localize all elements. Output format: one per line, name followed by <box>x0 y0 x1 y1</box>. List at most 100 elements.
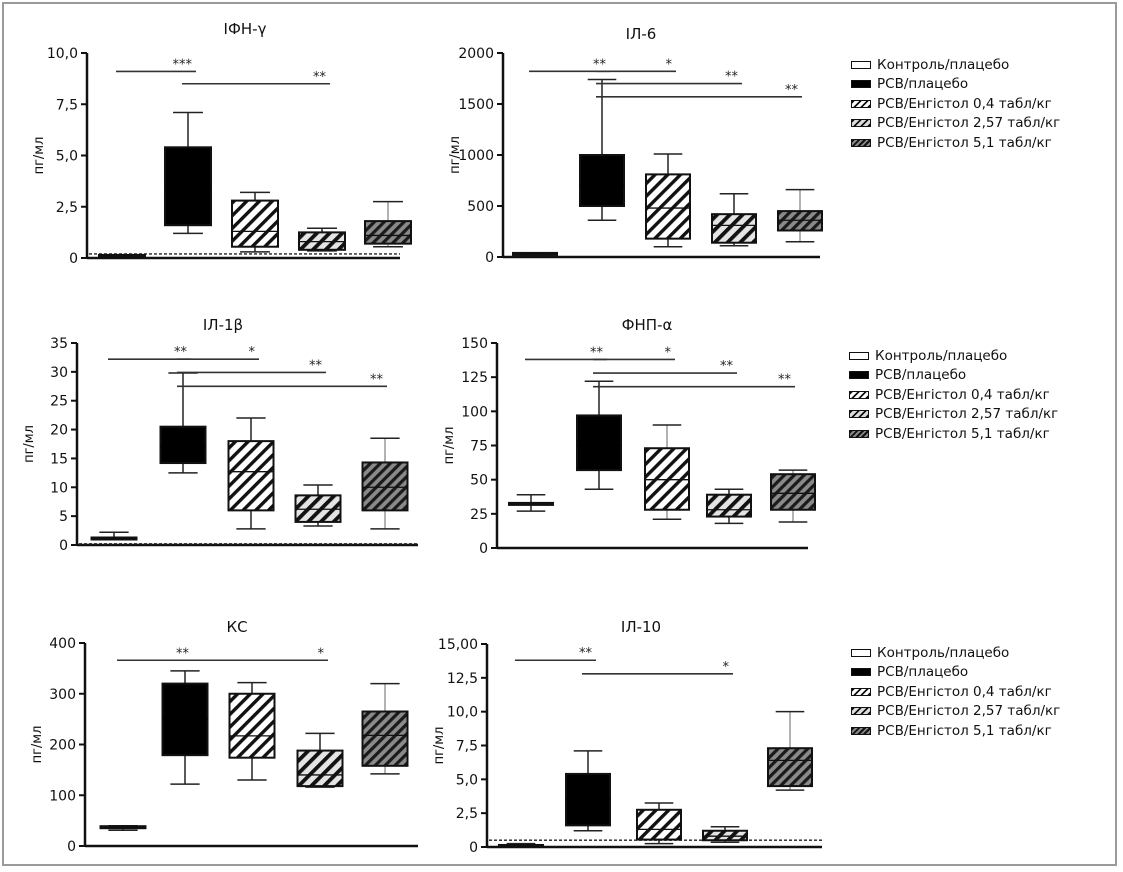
significance-label: ** <box>176 646 190 661</box>
panel-title: ІФН-γ <box>224 20 267 38</box>
box-engistol-0-4 <box>636 802 682 845</box>
box-engistol-2-57 <box>711 193 757 247</box>
legend-item: Контроль/плацебо <box>851 643 1060 663</box>
y-tick-label: 1000 <box>458 148 494 164</box>
legend-label: Контроль/плацебо <box>877 56 1010 73</box>
y-tick-label: 7,5 <box>456 739 478 755</box>
box-iqr <box>364 220 412 245</box>
box-control-placebo <box>99 824 147 832</box>
swatch-engistol-51 <box>851 726 871 735</box>
legend-item: РСВ/Енгістол 2,57 табл/кг <box>851 114 1060 134</box>
box-iqr <box>702 829 748 842</box>
box-rsv-placebo <box>576 380 622 490</box>
significance-label: * <box>249 345 256 360</box>
box-iqr <box>711 213 757 244</box>
swatch-engistol-04 <box>849 390 869 399</box>
panel-title: ІЛ-1β <box>203 316 243 334</box>
box-iqr <box>579 154 625 207</box>
y-tick-label: 2,5 <box>456 806 478 822</box>
box-control-placebo <box>512 251 558 256</box>
significance-label: * <box>666 57 673 72</box>
box-engistol-5-1 <box>767 710 813 791</box>
y-tick-label: 100 <box>461 404 488 420</box>
box-iqr <box>636 808 682 841</box>
legend-label: РСВ/плацебо <box>877 76 969 93</box>
y-axis-label: пг/мл <box>32 137 47 175</box>
box-rsv-placebo <box>159 372 207 474</box>
y-axis-label: пг/мл <box>448 136 463 174</box>
box-iqr <box>576 414 622 472</box>
swatch-control <box>851 60 871 69</box>
y-tick-label: 5 <box>59 509 68 525</box>
swatch-control <box>851 648 871 657</box>
y-tick-label: 400 <box>49 636 76 652</box>
box-engistol-0-4 <box>227 417 275 530</box>
y-tick-label: 1500 <box>458 97 494 113</box>
significance-label: * <box>318 646 325 661</box>
box-iqr <box>644 447 690 511</box>
legend-label: РСВ/плацебо <box>875 367 967 384</box>
box-engistol-5-1 <box>364 200 412 248</box>
y-tick-label: 25 <box>470 507 488 523</box>
swatch-engistol-257 <box>849 410 869 419</box>
box-rsv-placebo <box>565 750 611 832</box>
legend-label: РСВ/Енгістол 0,4 табл/кг <box>877 683 1052 700</box>
y-tick-label: 15,00 <box>438 637 478 653</box>
y-tick-label: 150 <box>461 336 488 352</box>
y-tick-label: 300 <box>49 687 76 703</box>
significance-label: ** <box>590 345 604 360</box>
y-axis-label: пг/мл <box>22 425 37 463</box>
significance-label: *** <box>173 57 193 72</box>
y-tick-label: 15 <box>50 451 68 467</box>
box-rsv-placebo <box>579 78 625 222</box>
legend-top: Контроль/плацебо РСВ/плацебо РСВ/Енгісто… <box>851 55 1060 153</box>
significance-label: ** <box>593 57 607 72</box>
y-tick-label: 200 <box>49 738 76 754</box>
box-engistol-5-1 <box>777 188 823 243</box>
swatch-rsv <box>851 80 871 89</box>
box-engistol-0-4 <box>228 681 276 781</box>
box-engistol-0-4 <box>645 153 691 248</box>
box-rsv-placebo <box>164 111 212 235</box>
y-axis-label: пг/мл <box>30 726 45 764</box>
y-tick-label: 12,5 <box>447 671 478 687</box>
y-tick-label: 0 <box>479 541 488 557</box>
y-tick-label: 50 <box>470 473 488 489</box>
box-iqr <box>770 473 816 511</box>
y-tick-label: 10 <box>50 480 68 496</box>
y-tick-label: 2000 <box>458 46 494 62</box>
swatch-engistol-257 <box>851 707 871 716</box>
box-control-placebo <box>90 531 138 541</box>
legend-label: РСВ/Енгістол 5,1 табл/кг <box>877 134 1052 151</box>
legend-item: Контроль/плацебо <box>851 55 1060 75</box>
box-engistol-2-57 <box>702 825 748 844</box>
legend-label: Контроль/плацебо <box>875 347 1008 364</box>
box-control-placebo <box>98 253 146 258</box>
legend-label: РСВ/Енгістол 0,4 табл/кг <box>875 386 1050 403</box>
box-engistol-5-1 <box>770 469 816 523</box>
significance-label: ** <box>785 83 799 98</box>
y-tick-label: 0 <box>485 250 494 266</box>
legend-item: РСВ/Енгістол 2,57 табл/кг <box>849 405 1058 425</box>
box-iqr <box>361 710 409 767</box>
significance-label: ** <box>309 358 323 373</box>
y-tick-label: 5,0 <box>456 772 478 788</box>
y-tick-label: 0 <box>469 840 478 856</box>
y-tick-label: 75 <box>470 439 488 455</box>
swatch-engistol-51 <box>849 429 869 438</box>
legend-middle: Контроль/плацебо РСВ/плацебо РСВ/Енгісто… <box>849 346 1058 444</box>
significance-label: ** <box>720 359 734 374</box>
legend-item: РСВ/Енгістол 5,1 табл/кг <box>851 133 1060 153</box>
box-control-placebo <box>508 493 554 512</box>
box-iqr <box>767 747 813 788</box>
swatch-rsv <box>851 668 871 677</box>
legend-item: РСВ/Енгістол 0,4 табл/кг <box>851 682 1060 702</box>
legend-bottom: Контроль/плацебо РСВ/плацебо РСВ/Енгісто… <box>851 643 1060 741</box>
swatch-control <box>849 351 869 360</box>
legend-item: РСВ/плацебо <box>851 75 1060 95</box>
y-tick-label: 0 <box>59 538 68 554</box>
